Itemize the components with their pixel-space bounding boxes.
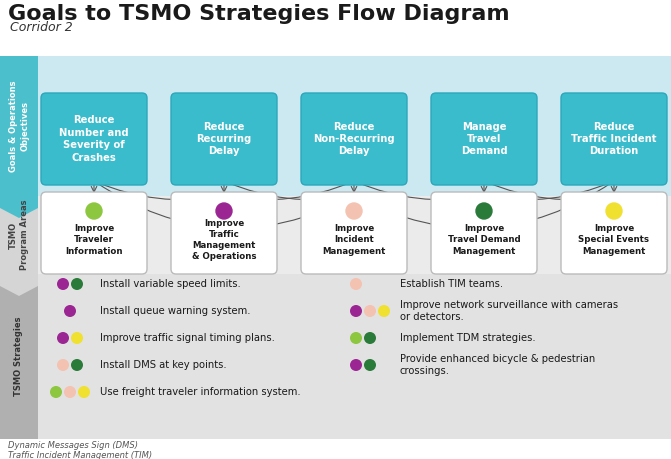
Text: Goals & Operations
Objectives: Goals & Operations Objectives xyxy=(9,80,30,172)
Circle shape xyxy=(350,278,362,290)
Circle shape xyxy=(364,332,376,344)
Polygon shape xyxy=(0,196,38,218)
Text: Improve
Traveler
Information: Improve Traveler Information xyxy=(65,224,123,256)
Text: TSMO
Program Areas: TSMO Program Areas xyxy=(9,200,29,270)
Text: Reduce
Recurring
Delay: Reduce Recurring Delay xyxy=(197,122,252,157)
Text: Provide enhanced bicycle & pedestrian
crossings.: Provide enhanced bicycle & pedestrian cr… xyxy=(400,354,595,376)
FancyBboxPatch shape xyxy=(0,274,38,439)
FancyBboxPatch shape xyxy=(301,192,407,274)
Circle shape xyxy=(350,359,362,371)
Circle shape xyxy=(378,305,390,317)
Circle shape xyxy=(86,203,102,219)
Text: Improve
Special Events
Management: Improve Special Events Management xyxy=(578,224,650,256)
Circle shape xyxy=(64,386,76,398)
Text: Establish TIM teams.: Establish TIM teams. xyxy=(400,279,503,289)
FancyBboxPatch shape xyxy=(561,192,667,274)
FancyBboxPatch shape xyxy=(41,93,147,185)
Circle shape xyxy=(71,278,83,290)
Text: Install variable speed limits.: Install variable speed limits. xyxy=(100,279,241,289)
Text: Traffic Incident Management (TIM): Traffic Incident Management (TIM) xyxy=(8,451,152,459)
Text: Use freight traveler information system.: Use freight traveler information system. xyxy=(100,387,301,397)
Circle shape xyxy=(350,305,362,317)
Text: Dynamic Messages Sign (DMS): Dynamic Messages Sign (DMS) xyxy=(8,441,138,450)
Text: Reduce
Number and
Severity of
Crashes: Reduce Number and Severity of Crashes xyxy=(59,115,129,162)
FancyBboxPatch shape xyxy=(431,192,537,274)
Circle shape xyxy=(350,332,362,344)
Circle shape xyxy=(606,203,622,219)
Text: Improve network surveillance with cameras
or detectors.: Improve network surveillance with camera… xyxy=(400,300,618,322)
Circle shape xyxy=(476,203,492,219)
FancyBboxPatch shape xyxy=(561,93,667,185)
Text: TSMO Strategies: TSMO Strategies xyxy=(15,317,23,396)
Circle shape xyxy=(57,332,69,344)
Circle shape xyxy=(71,332,83,344)
Text: Improve
Travel Demand
Management: Improve Travel Demand Management xyxy=(448,224,520,256)
Circle shape xyxy=(57,359,69,371)
FancyBboxPatch shape xyxy=(301,93,407,185)
Circle shape xyxy=(346,203,362,219)
Text: Manage
Travel
Demand: Manage Travel Demand xyxy=(461,122,507,157)
Text: Reduce
Traffic Incident
Duration: Reduce Traffic Incident Duration xyxy=(571,122,657,157)
FancyBboxPatch shape xyxy=(0,56,38,196)
FancyBboxPatch shape xyxy=(0,56,671,196)
Circle shape xyxy=(71,359,83,371)
FancyBboxPatch shape xyxy=(171,93,277,185)
Text: Goals to TSMO Strategies Flow Diagram: Goals to TSMO Strategies Flow Diagram xyxy=(8,4,510,24)
FancyBboxPatch shape xyxy=(0,274,671,439)
Text: Improve
Traffic
Management
& Operations: Improve Traffic Management & Operations xyxy=(192,219,256,261)
Text: Install queue warning system.: Install queue warning system. xyxy=(100,306,250,316)
Text: Reduce
Non-Recurring
Delay: Reduce Non-Recurring Delay xyxy=(313,122,395,157)
Text: Improve traffic signal timing plans.: Improve traffic signal timing plans. xyxy=(100,333,275,343)
Circle shape xyxy=(50,386,62,398)
Text: Implement TDM strategies.: Implement TDM strategies. xyxy=(400,333,535,343)
Circle shape xyxy=(78,386,90,398)
Circle shape xyxy=(216,203,232,219)
FancyBboxPatch shape xyxy=(0,196,671,274)
Circle shape xyxy=(64,305,76,317)
Circle shape xyxy=(364,305,376,317)
FancyBboxPatch shape xyxy=(171,192,277,274)
FancyBboxPatch shape xyxy=(431,93,537,185)
Text: Corridor 2: Corridor 2 xyxy=(10,21,72,34)
Circle shape xyxy=(57,278,69,290)
Text: Install DMS at key points.: Install DMS at key points. xyxy=(100,360,227,370)
FancyBboxPatch shape xyxy=(41,192,147,274)
Polygon shape xyxy=(0,274,38,296)
FancyBboxPatch shape xyxy=(0,196,38,274)
Circle shape xyxy=(364,359,376,371)
Text: Improve
Incident
Management: Improve Incident Management xyxy=(322,224,386,256)
